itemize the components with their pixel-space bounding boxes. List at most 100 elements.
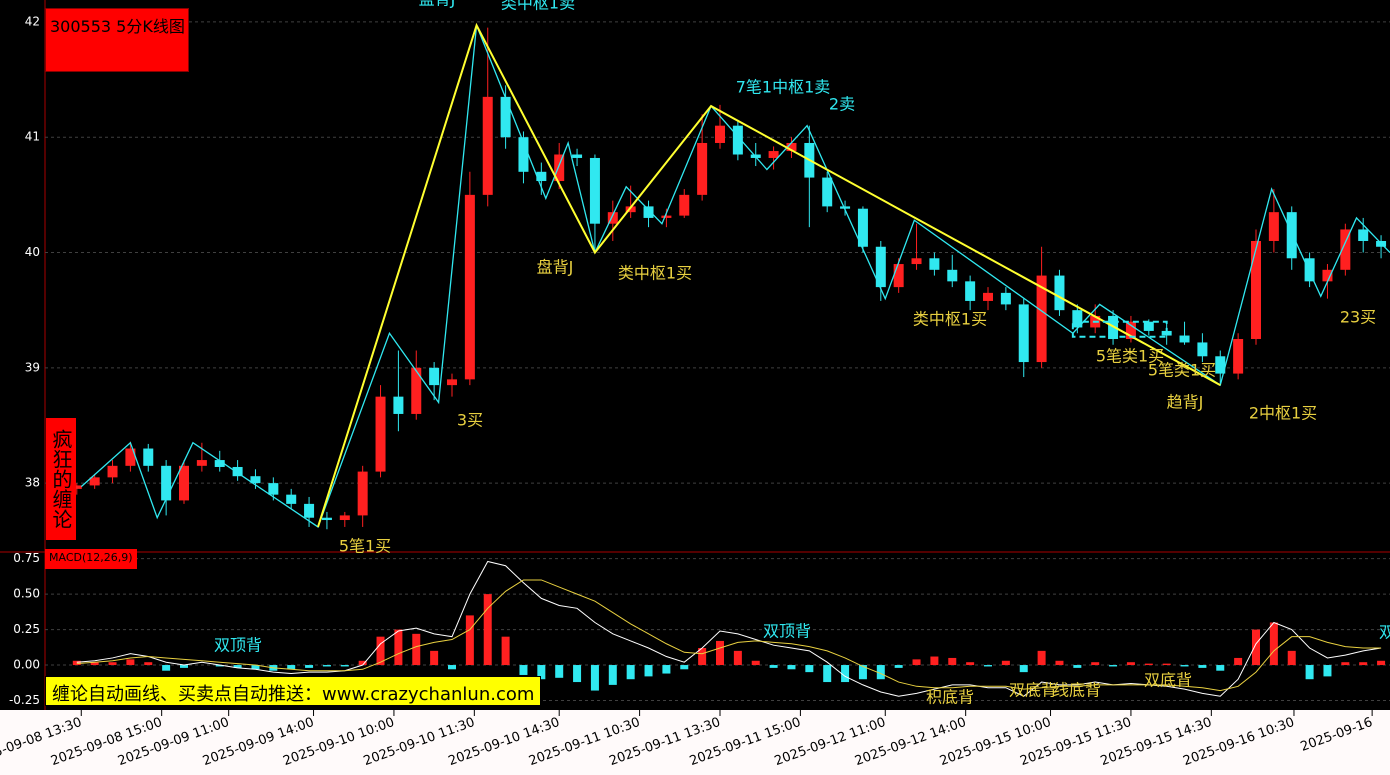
annotation: 2中枢1买 xyxy=(1249,404,1317,423)
macd-bar xyxy=(519,665,528,675)
annotation: 7笔1中枢1卖 xyxy=(736,78,831,97)
macd-bar xyxy=(590,665,599,691)
candle-body xyxy=(1054,275,1065,311)
chart-title: 300553 5分K线图 xyxy=(45,8,189,72)
macd-bar xyxy=(1341,662,1350,666)
annotation: 积底背 xyxy=(926,688,974,707)
macd-bar xyxy=(108,662,117,666)
y-tick-label: 0.00 xyxy=(13,658,40,672)
macd-bar xyxy=(233,665,242,668)
macd-bar xyxy=(769,665,778,668)
macd-bar xyxy=(608,665,617,685)
macd-bar xyxy=(1377,660,1386,666)
macd-bar xyxy=(72,660,81,666)
macd-bar xyxy=(287,665,296,670)
candle-body xyxy=(911,258,922,265)
candle-body xyxy=(589,157,600,224)
macd-bar xyxy=(501,636,510,666)
macd-bar xyxy=(1019,665,1028,673)
candle-body xyxy=(840,206,851,209)
annotation: 盘背J xyxy=(419,0,456,9)
dea-line xyxy=(76,579,1382,692)
candle-body xyxy=(214,460,225,467)
candle-body xyxy=(786,142,797,152)
candle-body xyxy=(304,503,315,518)
macd-bar xyxy=(1073,665,1082,668)
macd-bar xyxy=(644,665,653,677)
candle-body xyxy=(1322,269,1333,282)
macd-bar xyxy=(483,594,492,666)
candle-body xyxy=(1340,229,1351,270)
candle-body xyxy=(1197,342,1208,357)
candle-body xyxy=(161,465,172,501)
macd-bar xyxy=(340,665,349,667)
annotation: 5笔类1买 xyxy=(1096,347,1164,366)
macd-bar xyxy=(1109,665,1118,667)
macd-bar xyxy=(912,659,921,666)
annotation: 5笔1买 xyxy=(339,537,391,556)
candle-body xyxy=(697,142,708,195)
macd-bar xyxy=(930,656,939,666)
candle-body xyxy=(339,515,350,521)
macd-bar xyxy=(537,665,546,680)
candle-body xyxy=(464,194,475,380)
macd-bar xyxy=(626,665,635,680)
macd-bar xyxy=(876,665,885,680)
candle-body xyxy=(1036,275,1047,363)
macd-bar xyxy=(448,665,456,670)
macd-bar xyxy=(1126,662,1135,666)
banner: 缠论自动画线、买卖点自动推送：www.crazychanlun.com xyxy=(45,676,542,706)
candle-body xyxy=(89,477,100,486)
annotation: 双底背 xyxy=(1009,681,1057,700)
annotation: 双顶背 xyxy=(763,622,811,641)
macd-bar xyxy=(716,640,724,666)
candle-body xyxy=(768,151,779,158)
candle-body xyxy=(232,466,243,477)
segment-line xyxy=(317,22,1221,528)
candle-body xyxy=(625,206,636,213)
candle-body xyxy=(679,194,690,216)
candle-body xyxy=(857,208,868,247)
candle-body xyxy=(500,96,511,138)
y-tick-label: -0.25 xyxy=(9,693,40,707)
macd-bar xyxy=(1216,665,1225,671)
candle-body xyxy=(1000,292,1011,305)
candle-body xyxy=(411,367,422,414)
candle-body xyxy=(661,215,672,218)
candle-body xyxy=(822,177,833,207)
y-tick-label: 0.75 xyxy=(13,551,40,565)
macd-bar xyxy=(1269,622,1278,666)
macd-bar xyxy=(680,665,689,670)
candle-body xyxy=(1358,229,1369,241)
candle-body xyxy=(1268,212,1279,241)
candle-body xyxy=(572,154,583,158)
candle-body xyxy=(375,396,386,472)
macd-bar xyxy=(662,665,671,674)
candle-body xyxy=(357,471,368,516)
candle-body xyxy=(429,367,440,386)
annotation: 类中枢1买 xyxy=(913,310,987,329)
macd-bar xyxy=(144,662,153,666)
candle-body xyxy=(1215,356,1226,374)
annotation: 双顶背 xyxy=(214,636,262,655)
macd-bar xyxy=(555,665,564,678)
candle-body xyxy=(1233,338,1244,374)
candle-body xyxy=(321,517,332,521)
annotation: 趋背J xyxy=(1167,393,1204,412)
annotation: 类中枢1买 xyxy=(618,264,692,283)
macd-bar xyxy=(126,659,135,666)
candle-body xyxy=(607,212,618,224)
candle-body xyxy=(1286,212,1297,259)
chart-background xyxy=(0,0,1390,710)
candle-body xyxy=(1304,258,1315,282)
macd-bar xyxy=(751,660,760,666)
annotation: 5笔类1买 xyxy=(1148,361,1216,380)
candle-body xyxy=(947,269,958,282)
macd-bar xyxy=(1180,665,1189,667)
macd-bar xyxy=(1252,629,1260,666)
macd-bar xyxy=(1055,660,1064,666)
macd-bar xyxy=(465,615,474,666)
candle-body xyxy=(1251,240,1261,339)
candle-body xyxy=(875,246,886,288)
candle-body xyxy=(893,264,904,288)
